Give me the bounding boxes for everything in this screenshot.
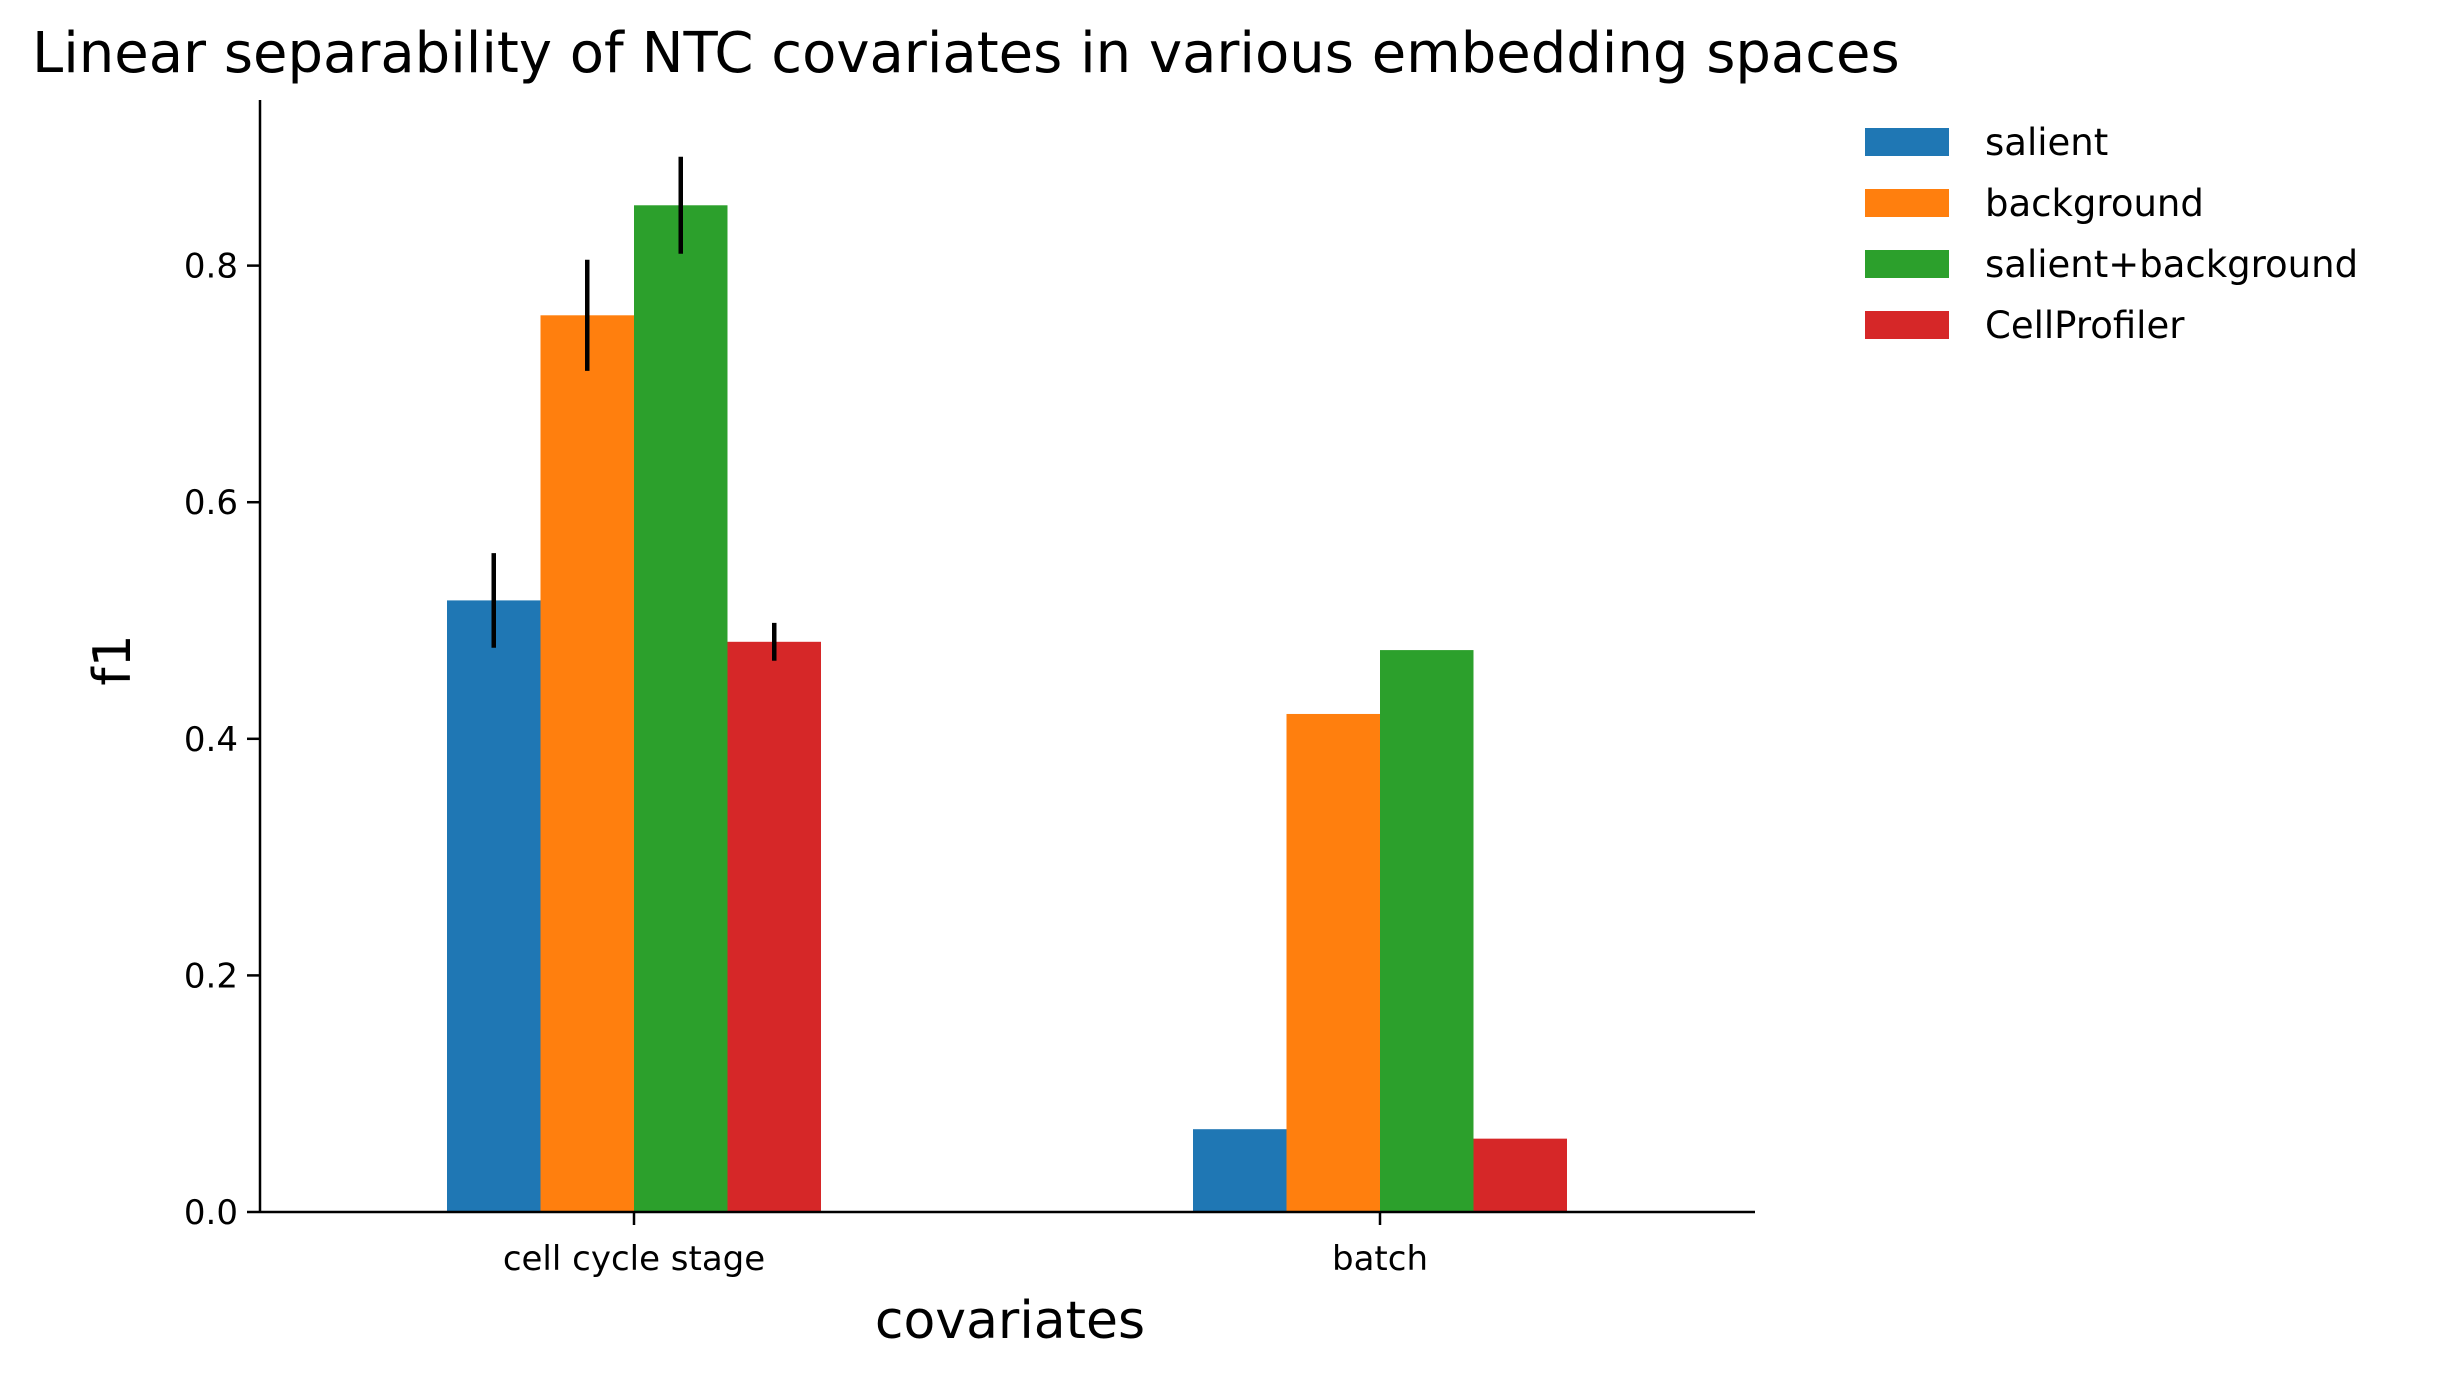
bar-background-0 [540, 315, 634, 1212]
legend-label: salient+background [1985, 243, 2358, 286]
axes-layer [258, 100, 1755, 1214]
bar-salient-background-0 [634, 205, 728, 1213]
y-axis-label: f1 [83, 634, 143, 685]
y-tick-label: 0.6 [184, 483, 238, 523]
y-tick-label: 0.2 [184, 956, 238, 996]
x-tick-label: cell cycle stage [503, 1239, 765, 1279]
y-ticks: 0.0 0.2 0.4 0.6 0.8 [184, 247, 260, 1233]
legend-label: salient [1985, 121, 2108, 164]
y-tick-label: 0.4 [184, 720, 238, 760]
legend-swatch [1865, 189, 1949, 217]
bar-salient-1 [1193, 1129, 1287, 1212]
bars-layer [447, 205, 1567, 1213]
chart-title: Linear separability of NTC covariates in… [32, 21, 1900, 86]
bar-salient-background-1 [1380, 650, 1474, 1212]
y-tick-label: 0.8 [184, 247, 238, 287]
bar-salient-0 [447, 600, 541, 1212]
x-ticks: cell cycle stage batch [503, 1212, 1428, 1279]
legend-label: background [1985, 182, 2204, 225]
bar-cellprofiler-1 [1473, 1138, 1567, 1212]
legend-label: CellProfiler [1985, 304, 2185, 347]
x-axis-label: covariates [875, 1291, 1145, 1351]
legend-swatch [1865, 311, 1949, 339]
bar-background-1 [1286, 713, 1380, 1212]
legend: salient background salient+background CellP… [1865, 121, 2358, 347]
y-tick-label: 0.0 [184, 1193, 238, 1233]
legend-swatch [1865, 250, 1949, 278]
legend-swatch [1865, 128, 1949, 156]
bar-cellprofiler-0 [727, 641, 821, 1212]
x-tick-label: batch [1332, 1239, 1428, 1279]
error-bars-layer [491, 156, 777, 661]
